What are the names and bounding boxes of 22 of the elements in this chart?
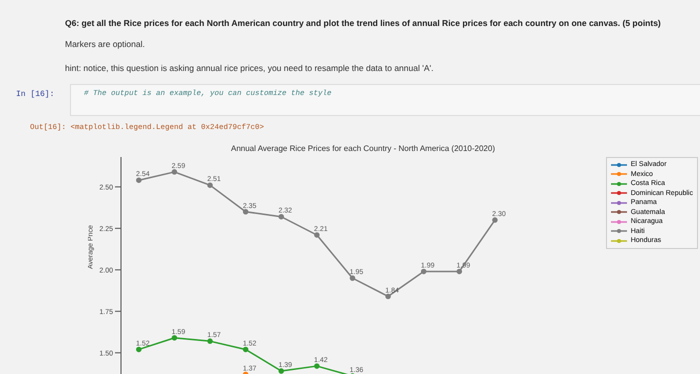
point [172, 169, 178, 175]
point [172, 335, 178, 341]
text: Q6: get all the Rice prices for each North American country and plot the trend lines of annual Rice prices for each country on one canvas. (5 points) [65, 18, 661, 28]
point [242, 346, 248, 352]
point [456, 268, 462, 274]
text: In [16]: [16, 90, 54, 99]
point [278, 368, 284, 374]
text: Markers are optional. [65, 39, 145, 49]
point [314, 232, 320, 238]
point [314, 363, 320, 369]
point [136, 177, 142, 183]
point [492, 217, 498, 223]
point [207, 182, 213, 188]
point [136, 346, 142, 352]
point [242, 209, 248, 215]
point [385, 294, 391, 300]
point [278, 214, 284, 220]
text: hint: notice, this question is asking annual rice prices, you need to resample the data to annual 'A'. [65, 63, 434, 73]
point [207, 338, 213, 344]
point [420, 268, 426, 274]
point [350, 275, 356, 281]
chart-title: Annual Average Rice Prices for each Country - North America (2010-2020) [230, 144, 496, 153]
